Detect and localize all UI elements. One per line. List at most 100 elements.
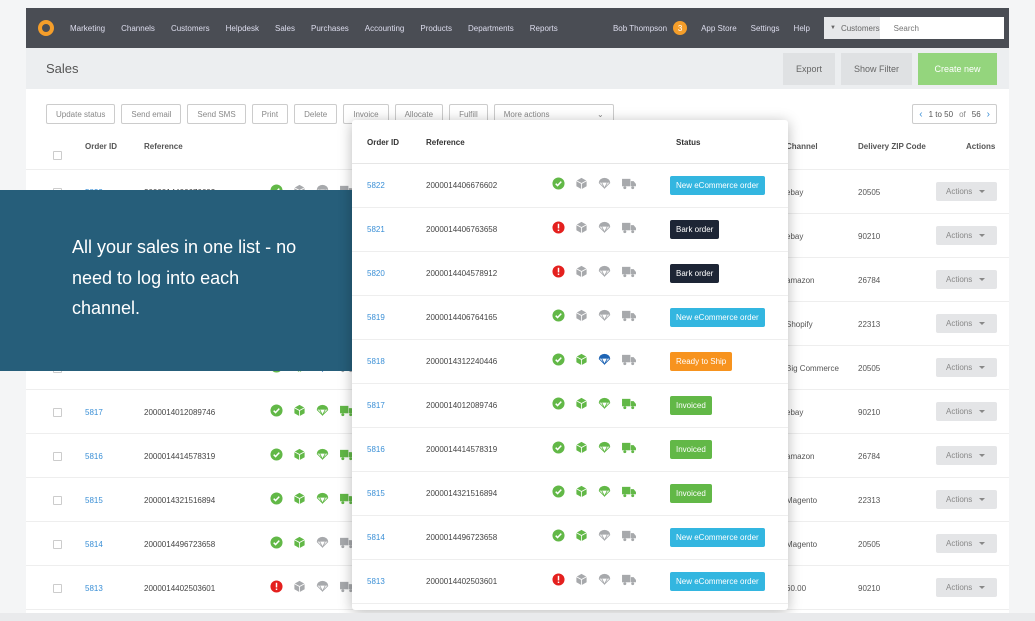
search-scope-select[interactable]: ▼ Customers <box>824 17 880 39</box>
row-checkbox[interactable] <box>53 584 62 593</box>
notification-badge[interactable]: 3 <box>673 21 688 35</box>
order-channel: ebay <box>786 232 804 241</box>
status-error-icon <box>552 573 565 586</box>
row-actions-button[interactable]: Actions <box>936 446 997 465</box>
parachute-icon <box>598 309 611 322</box>
nav-item-products[interactable]: Products <box>420 23 452 33</box>
col-zip[interactable]: Delivery ZIP Code <box>858 142 926 151</box>
nav-help[interactable]: Help <box>793 23 810 33</box>
order-id-link[interactable]: 5813 <box>367 577 385 586</box>
send-email-button[interactable]: Send email <box>121 104 182 124</box>
order-id-link[interactable]: 5820 <box>367 269 385 278</box>
delete-button[interactable]: Delete <box>294 104 338 124</box>
export-button[interactable]: Export <box>782 52 835 85</box>
parachute-icon <box>598 485 611 498</box>
card-table-row[interactable]: 5815 2000014321516894 Invoiced <box>352 472 788 516</box>
col-channel[interactable]: Channel <box>786 142 818 151</box>
order-id-link[interactable]: 5814 <box>367 533 385 542</box>
row-checkbox[interactable] <box>53 408 62 417</box>
page-header: Sales Export Show Filter Create new <box>26 48 1009 89</box>
status-error-icon <box>552 265 565 278</box>
status-ok-icon <box>552 177 565 190</box>
col-reference[interactable]: Reference <box>144 142 183 151</box>
order-id-link[interactable]: 5818 <box>367 357 385 366</box>
status-badge[interactable]: New eCommerce order <box>670 308 765 327</box>
status-badge[interactable]: New eCommerce order <box>670 176 765 195</box>
row-actions-button[interactable]: Actions <box>936 402 997 421</box>
row-actions-button[interactable]: Actions <box>936 358 997 377</box>
order-id-link[interactable]: 5814 <box>85 540 103 549</box>
card-col-status[interactable]: Status <box>676 138 701 147</box>
nav-item-accounting[interactable]: Accounting <box>364 23 405 33</box>
logo-icon[interactable] <box>38 20 54 36</box>
order-id-link[interactable]: 5817 <box>367 401 385 410</box>
shipping-truck-icon <box>621 397 637 410</box>
nav-app-store[interactable]: App Store <box>701 23 737 33</box>
row-actions-button[interactable]: Actions <box>936 578 997 597</box>
nav-item-channels[interactable]: Channels <box>121 23 155 33</box>
row-checkbox[interactable] <box>53 452 62 461</box>
nav-item-reports[interactable]: Reports <box>529 23 558 33</box>
order-id-link[interactable]: 5816 <box>367 445 385 454</box>
fulfillment-icons <box>552 485 637 498</box>
parachute-icon <box>598 177 611 190</box>
order-id-link[interactable]: 5821 <box>367 225 385 234</box>
order-reference: 2000014321516894 <box>426 489 498 498</box>
row-actions-button[interactable]: Actions <box>936 270 997 289</box>
order-id-link[interactable]: 5813 <box>85 584 103 593</box>
create-new-button[interactable]: Create new <box>918 52 997 85</box>
nav-item-purchases[interactable]: Purchases <box>311 23 349 33</box>
next-page-icon[interactable]: › <box>986 108 990 120</box>
row-actions-button[interactable]: Actions <box>936 490 997 509</box>
row-actions-button[interactable]: Actions <box>936 314 997 333</box>
search-input[interactable] <box>879 17 1004 39</box>
status-badge[interactable]: Invoiced <box>670 440 712 459</box>
row-actions-label: Actions <box>946 583 973 592</box>
row-actions-button[interactable]: Actions <box>936 226 997 245</box>
update-status-button[interactable]: Update status <box>46 104 116 124</box>
order-id-link[interactable]: 5815 <box>367 489 385 498</box>
order-id-link[interactable]: 5819 <box>367 313 385 322</box>
user-name[interactable]: Bob Thompson <box>612 23 668 33</box>
card-table-row[interactable]: 5821 2000014406763658 Bark order <box>352 208 788 252</box>
card-table-row[interactable]: 5817 2000014012089746 Invoiced <box>352 384 788 428</box>
order-id-link[interactable]: 5822 <box>367 181 385 190</box>
nav-settings[interactable]: Settings <box>750 23 780 33</box>
status-badge[interactable]: New eCommerce order <box>670 572 765 591</box>
order-id-link[interactable]: 5817 <box>85 408 103 417</box>
card-col-reference[interactable]: Reference <box>426 138 465 147</box>
status-badge[interactable]: Invoiced <box>670 484 712 503</box>
row-actions-button[interactable]: Actions <box>936 534 997 553</box>
nav-item-marketing[interactable]: Marketing <box>70 23 106 33</box>
card-table-row[interactable]: 5822 2000014406676602 New eCommerce orde… <box>352 164 788 208</box>
status-badge[interactable]: Bark order <box>670 264 720 283</box>
status-badge[interactable]: Ready to Ship <box>670 352 733 371</box>
select-all-checkbox[interactable] <box>53 151 62 160</box>
row-actions-button[interactable]: Actions <box>936 182 997 201</box>
nav-item-helpdesk[interactable]: Helpdesk <box>225 23 259 33</box>
status-badge[interactable]: Bark order <box>670 220 720 239</box>
nav-item-sales[interactable]: Sales <box>274 23 295 33</box>
show-filter-button[interactable]: Show Filter <box>840 52 912 85</box>
status-badge[interactable]: Invoiced <box>670 396 712 415</box>
col-order-id[interactable]: Order ID <box>85 142 118 151</box>
print-button[interactable]: Print <box>251 104 289 124</box>
order-id-link[interactable]: 5815 <box>85 496 103 505</box>
card-table-row[interactable]: 5813 2000014402503601 New eCommerce orde… <box>352 560 788 604</box>
card-table-row[interactable]: 5816 2000014414578319 Invoiced <box>352 428 788 472</box>
row-checkbox[interactable] <box>53 540 62 549</box>
card-col-order-id[interactable]: Order ID <box>367 138 400 147</box>
card-table-row[interactable]: 5814 2000014496723658 New eCommerce orde… <box>352 516 788 560</box>
send-sms-button[interactable]: Send SMS <box>187 104 246 124</box>
nav-item-customers[interactable]: Customers <box>170 23 210 33</box>
status-badge[interactable]: New eCommerce order <box>670 528 765 547</box>
packed-box-icon <box>575 485 588 498</box>
card-table-row[interactable]: 5820 2000014404578912 Bark order <box>352 252 788 296</box>
card-table-row[interactable]: 5819 2000014406764165 New eCommerce orde… <box>352 296 788 340</box>
card-table-row[interactable]: 5818 2000014312240446 Ready to Ship <box>352 340 788 384</box>
prev-page-icon[interactable]: ‹ <box>919 108 923 120</box>
row-actions-label: Actions <box>946 451 973 460</box>
nav-item-departments[interactable]: Departments <box>467 23 514 33</box>
order-id-link[interactable]: 5816 <box>85 452 103 461</box>
row-checkbox[interactable] <box>53 496 62 505</box>
